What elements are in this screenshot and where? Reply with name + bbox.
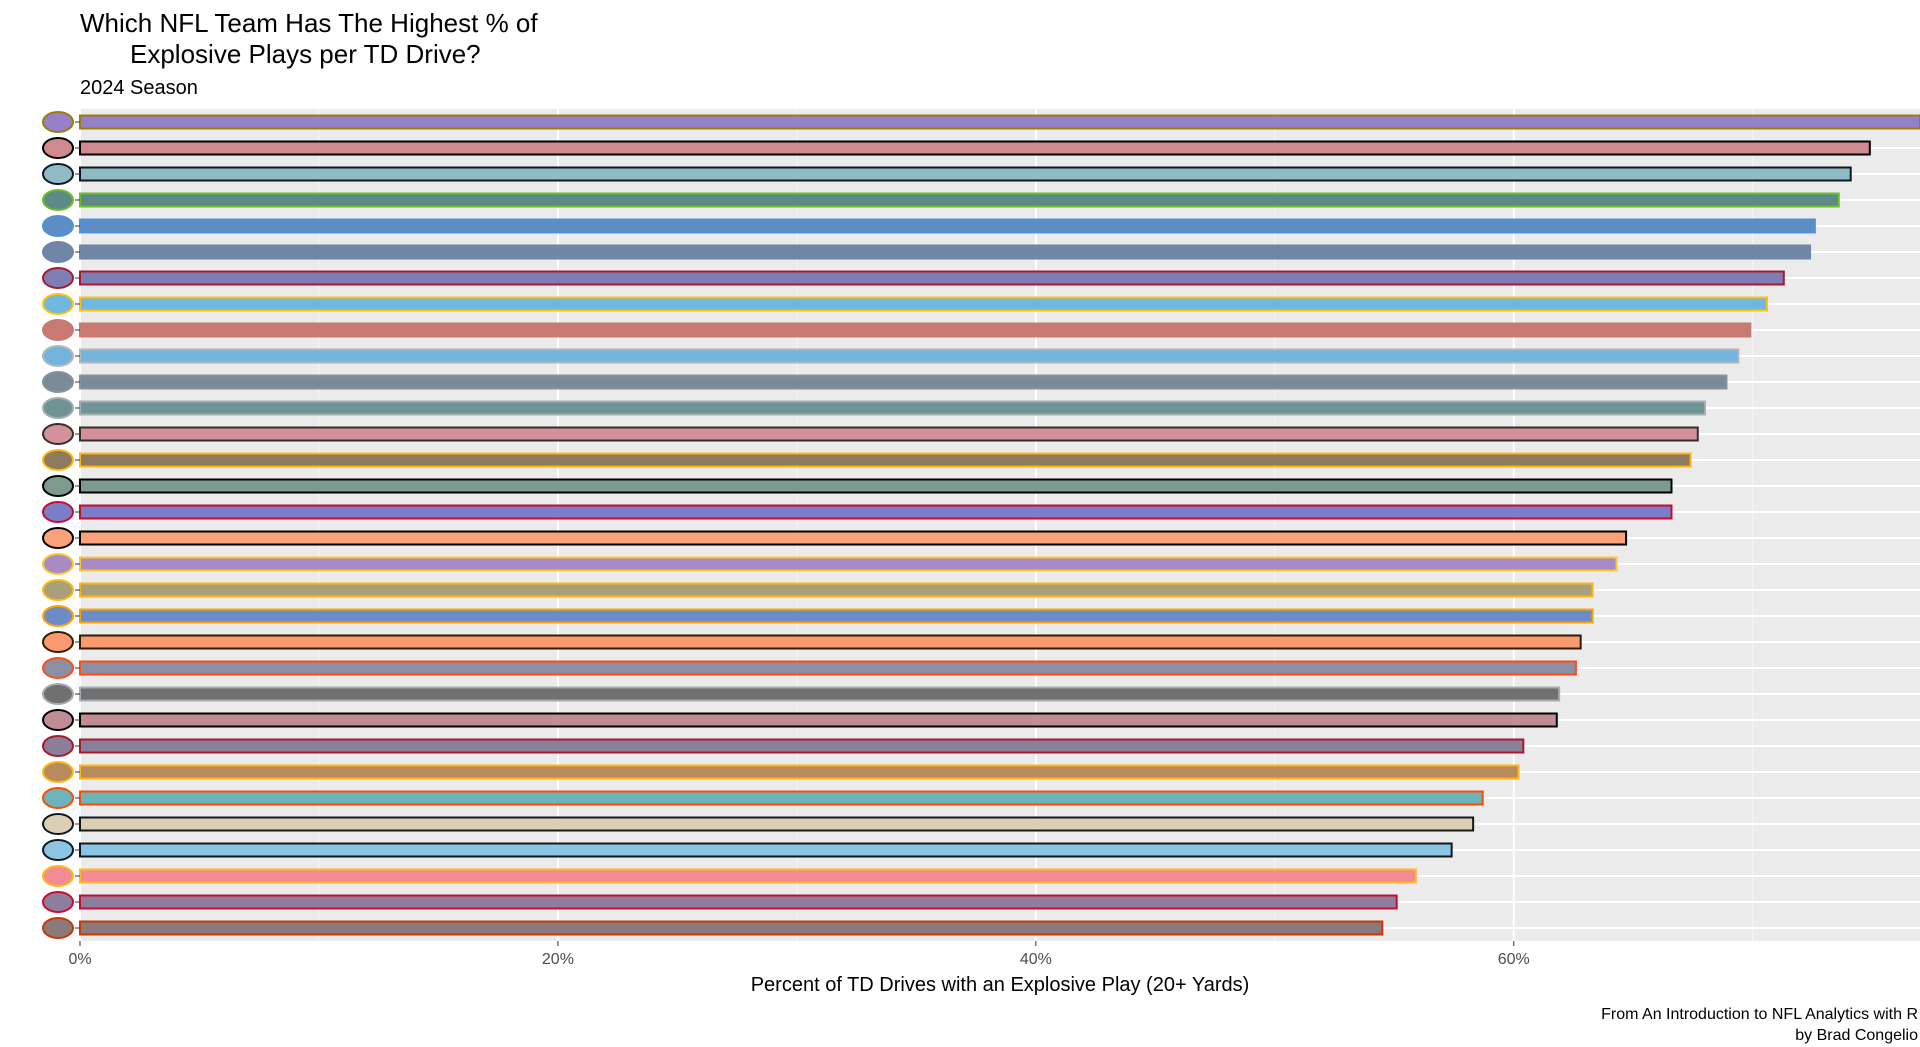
- caption-line-1: From An Introduction to NFL Analytics wi…: [1601, 1006, 1918, 1023]
- team-logo-was: [42, 761, 74, 783]
- team-logo-la: [42, 605, 74, 627]
- team-logo-nyg: [42, 267, 74, 289]
- chart-subtitle: 2024 Season: [80, 77, 198, 99]
- bar-tb: [79, 426, 1699, 442]
- team-logo-ari: [42, 709, 74, 731]
- bar-cle: [79, 634, 1582, 650]
- team-logo-hou: [42, 735, 74, 757]
- team-logo-cle: [42, 631, 74, 653]
- team-logo-tb: [42, 423, 74, 445]
- team-logo-nyj: [42, 475, 74, 497]
- x-axis-ticks: 0% 20% 40% 60%: [68, 941, 1530, 968]
- team-logo-min: [42, 553, 74, 575]
- chart-title-line-2: Explosive Plays per TD Drive?: [130, 39, 481, 69]
- bar-hou: [79, 738, 1525, 754]
- bar-jax: [79, 166, 1852, 182]
- team-logo-lac: [42, 293, 74, 315]
- team-logo-kc: [42, 865, 74, 887]
- team-logo-ind: [42, 241, 74, 263]
- team-logo-buf: [42, 501, 74, 523]
- team-logo-chi: [42, 917, 74, 939]
- bar-ten: [79, 218, 1816, 234]
- bar-bal: [79, 114, 1920, 130]
- team-logo-phi: [42, 397, 74, 419]
- x-axis-label: Percent of TD Drives with an Explosive P…: [751, 974, 1250, 996]
- x-tick-label: 0%: [68, 951, 91, 968]
- caption-line-2: by Brad Congelio: [1795, 1027, 1918, 1044]
- bar-sf: [79, 322, 1752, 338]
- team-logo-atl: [42, 137, 74, 159]
- bar-lv: [79, 686, 1561, 702]
- team-logo-no: [42, 813, 74, 835]
- x-tick-label: 60%: [1498, 951, 1530, 968]
- bar-car: [79, 842, 1453, 858]
- team-logo-mia: [42, 787, 74, 809]
- bar-dal: [79, 374, 1728, 390]
- bar-det: [79, 348, 1740, 364]
- bar-mia: [79, 790, 1484, 806]
- bar-kc: [79, 868, 1417, 884]
- bar-buf: [79, 504, 1673, 520]
- plot-panel: [80, 109, 1920, 941]
- team-logo-car: [42, 839, 74, 861]
- bar-lac: [79, 296, 1769, 312]
- x-tick-label: 40%: [1020, 951, 1052, 968]
- bar-la: [79, 608, 1594, 624]
- team-logos: [42, 111, 80, 939]
- team-logo-cin: [42, 527, 74, 549]
- team-logo-ne: [42, 891, 74, 913]
- team-logo-den: [42, 657, 74, 679]
- x-tick-label: 20%: [542, 951, 574, 968]
- chart-title-line-1: Which NFL Team Has The Highest % of: [80, 8, 538, 38]
- bar-gb: [79, 582, 1594, 598]
- bar-sea: [79, 192, 1840, 208]
- team-logo-ten: [42, 215, 74, 237]
- bar-phi: [79, 400, 1706, 416]
- team-logo-gb: [42, 579, 74, 601]
- bar-pit: [79, 452, 1692, 468]
- bar-den: [79, 660, 1577, 676]
- bar-atl: [79, 140, 1871, 156]
- bar-was: [79, 764, 1520, 780]
- bar-ind: [79, 244, 1812, 260]
- team-logo-det: [42, 345, 74, 367]
- team-logo-bal: [42, 111, 74, 133]
- team-logo-dal: [42, 371, 74, 393]
- team-logo-sea: [42, 189, 74, 211]
- team-logo-pit: [42, 449, 74, 471]
- bar-ari: [79, 712, 1558, 728]
- bar-chi: [79, 920, 1384, 936]
- bar-ne: [79, 894, 1398, 910]
- team-logo-sf: [42, 319, 74, 341]
- bar-nyj: [79, 478, 1673, 494]
- bar-no: [79, 816, 1475, 832]
- bar-cin: [79, 530, 1628, 546]
- team-logo-jax: [42, 163, 74, 185]
- bar-nyg: [79, 270, 1785, 286]
- team-logo-lv: [42, 683, 74, 705]
- bar-min: [79, 556, 1618, 572]
